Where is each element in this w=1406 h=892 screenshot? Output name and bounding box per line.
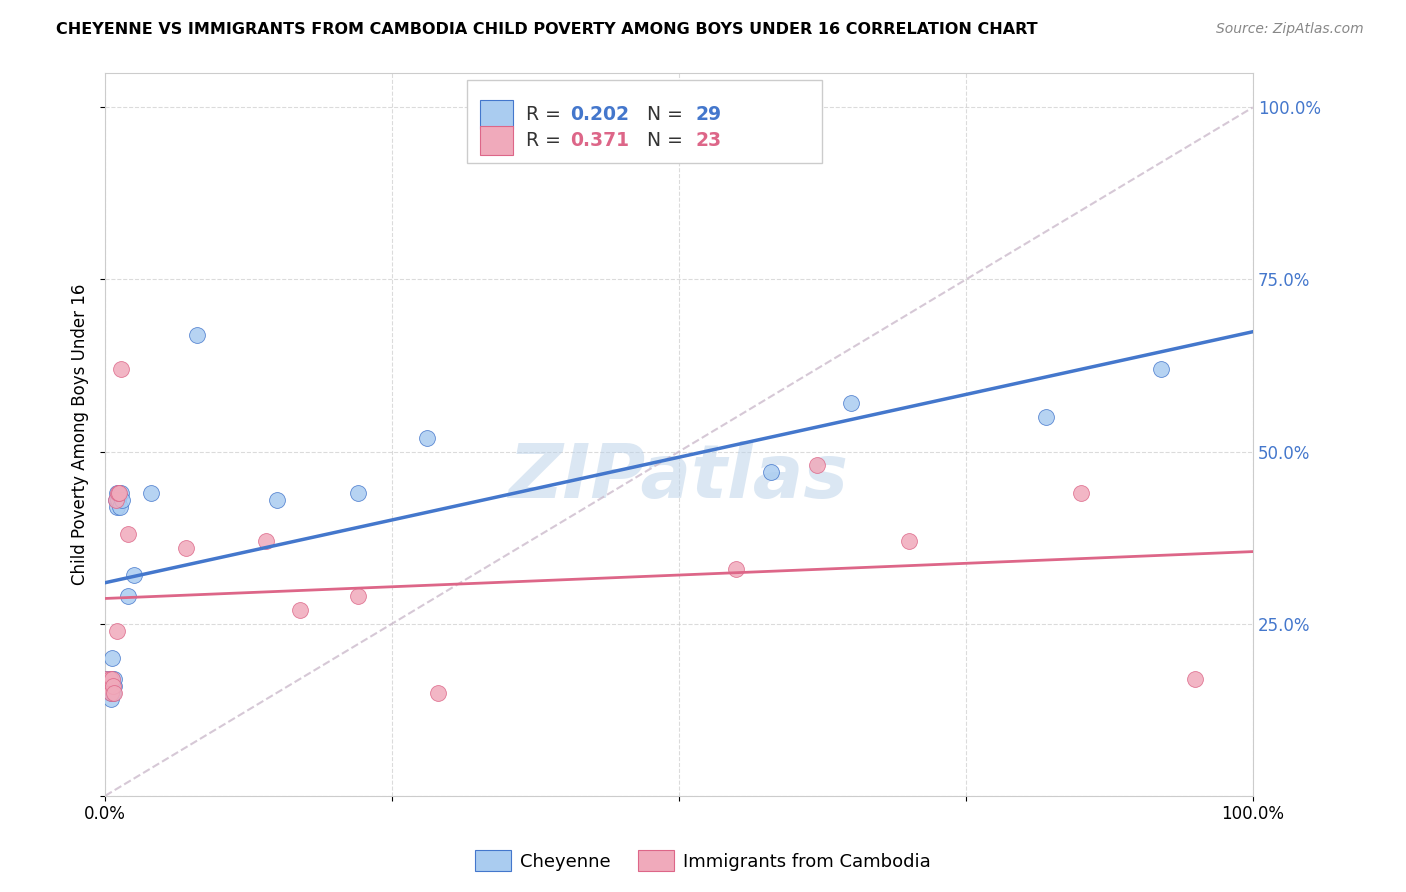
Point	[105, 624, 128, 638]
Point	[97, 679, 120, 693]
Point	[111, 492, 134, 507]
Point	[105, 486, 128, 500]
Text: Source: ZipAtlas.com: Source: ZipAtlas.com	[1216, 22, 1364, 37]
Point	[1184, 672, 1206, 686]
Point	[897, 534, 920, 549]
Y-axis label: Child Poverty Among Boys Under 16: Child Poverty Among Boys Under 16	[72, 284, 89, 585]
Point	[101, 672, 124, 686]
Point	[266, 492, 288, 507]
Point	[346, 486, 368, 500]
Text: 23: 23	[695, 131, 721, 150]
Legend: Cheyenne, Immigrants from Cambodia: Cheyenne, Immigrants from Cambodia	[468, 843, 938, 879]
Point	[103, 679, 125, 693]
Point	[839, 396, 862, 410]
Point	[117, 527, 139, 541]
Text: R =: R =	[526, 131, 567, 150]
Text: R =: R =	[526, 105, 567, 124]
Point	[94, 672, 117, 686]
Point	[103, 685, 125, 699]
Point	[725, 561, 748, 575]
Point	[108, 486, 131, 500]
Point	[103, 679, 125, 693]
FancyBboxPatch shape	[481, 101, 513, 129]
Point	[108, 500, 131, 514]
Point	[108, 486, 131, 500]
Point	[100, 685, 122, 699]
Point	[104, 492, 127, 507]
Point	[98, 672, 121, 686]
Point	[427, 685, 450, 699]
Point	[1150, 362, 1173, 376]
Point	[1070, 486, 1092, 500]
Point	[100, 685, 122, 699]
Point	[103, 672, 125, 686]
Point	[346, 589, 368, 603]
Point	[415, 431, 437, 445]
Point	[806, 458, 828, 473]
Point	[290, 603, 312, 617]
Point	[98, 679, 121, 693]
Point	[122, 568, 145, 582]
Point	[107, 492, 129, 507]
Text: 0.371: 0.371	[569, 131, 628, 150]
Point	[110, 362, 132, 376]
Point	[104, 492, 127, 507]
Point	[105, 500, 128, 514]
Point	[1035, 410, 1057, 425]
Point	[174, 541, 197, 555]
Point	[101, 651, 124, 665]
Text: ZIPatlas: ZIPatlas	[509, 442, 849, 514]
FancyBboxPatch shape	[481, 126, 513, 154]
Point	[97, 672, 120, 686]
Point	[100, 692, 122, 706]
Point	[94, 672, 117, 686]
Text: 29: 29	[695, 105, 721, 124]
Text: CHEYENNE VS IMMIGRANTS FROM CAMBODIA CHILD POVERTY AMONG BOYS UNDER 16 CORRELATI: CHEYENNE VS IMMIGRANTS FROM CAMBODIA CHI…	[56, 22, 1038, 37]
Text: 0.202: 0.202	[569, 105, 628, 124]
Point	[254, 534, 277, 549]
Point	[103, 685, 125, 699]
Point	[139, 486, 162, 500]
Text: N =: N =	[636, 131, 689, 150]
Point	[110, 486, 132, 500]
FancyBboxPatch shape	[467, 80, 823, 163]
Point	[186, 327, 208, 342]
Point	[117, 589, 139, 603]
Text: N =: N =	[636, 105, 689, 124]
Point	[107, 486, 129, 500]
Point	[759, 465, 782, 479]
Point	[101, 672, 124, 686]
